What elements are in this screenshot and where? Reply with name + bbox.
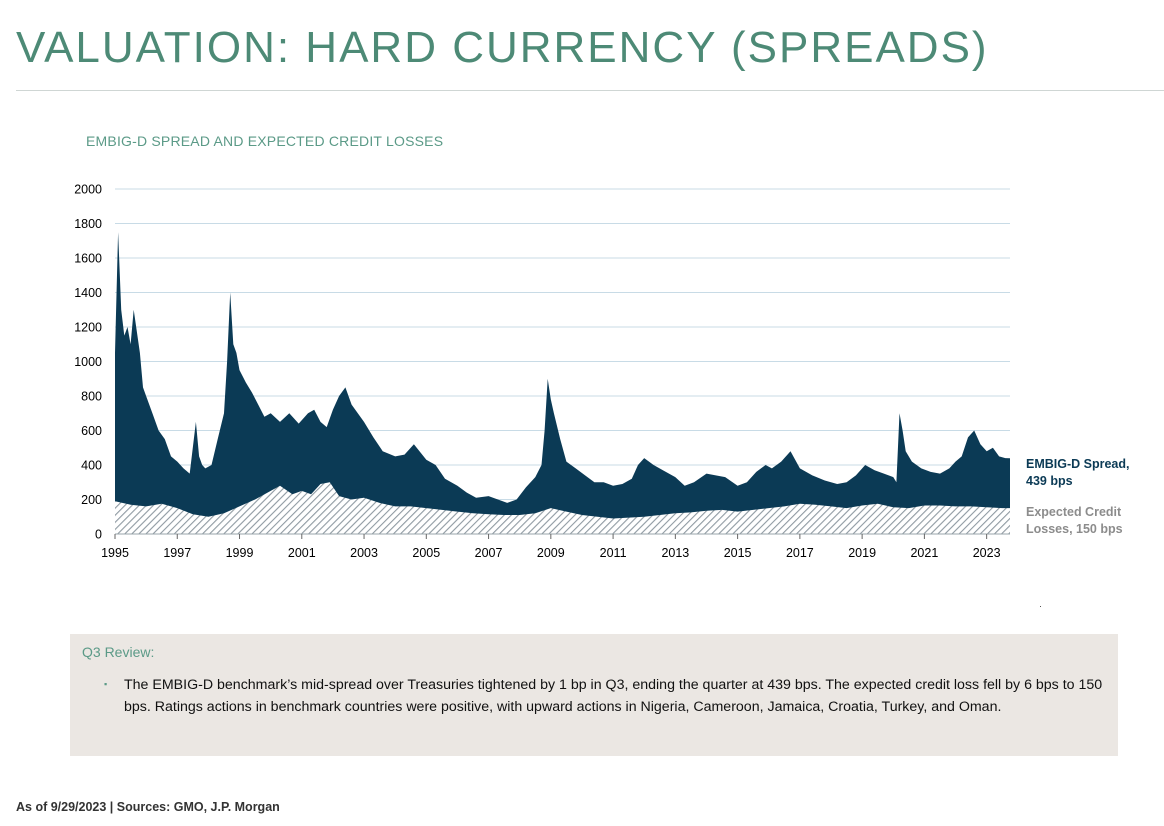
ecl-end-label: Losses, 150 bps	[1026, 522, 1123, 536]
end-labels: EMBIG-D Spread, 439 bps Expected Credit Los…	[1026, 457, 1130, 536]
y-tick-label: 2000	[74, 183, 102, 197]
review-title: Q3 Review:	[82, 644, 155, 660]
y-tick-label: 0	[95, 528, 102, 542]
y-tick-label: 1800	[74, 217, 102, 231]
x-tick-label: 2009	[537, 546, 565, 560]
x-tick-label: 1995	[101, 546, 129, 560]
x-tick-label: 2017	[786, 546, 814, 560]
x-tick-label: 2021	[910, 546, 938, 560]
series-embig-d-spread	[115, 232, 1010, 534]
ecl-end-label: Expected Credit	[1026, 505, 1122, 519]
x-tick-label: 2013	[661, 546, 689, 560]
y-tick-label: 400	[81, 459, 102, 473]
title-divider	[16, 90, 1164, 91]
page-title: VALUATION: HARD CURRENCY (SPREADS)	[16, 23, 989, 72]
y-tick-label: 800	[81, 390, 102, 404]
q3-review-panel: Q3 Review: ▪ The EMBIG-D benchmark’s mid…	[70, 634, 1118, 756]
y-axis-ticks: 0 200 400 600 800 1000 1200 1400 1600 1800 2000	[74, 183, 102, 542]
stray-mark	[1040, 606, 1041, 607]
x-tick-label: 1997	[163, 546, 191, 560]
x-tick-label: 1999	[226, 546, 254, 560]
x-tick-label: 2001	[288, 546, 316, 560]
x-tick-label: 2011	[600, 546, 627, 560]
x-tick-label: 2023	[973, 546, 1001, 560]
series-expected-credit-losses	[115, 482, 1010, 534]
y-tick-label: 1000	[74, 355, 102, 369]
y-tick-label: 1600	[74, 252, 102, 266]
spread-chart: 0 200 400 600 800 1000 1200 1400 1600 1800 2000 19…	[74, 183, 1130, 561]
source-footer: As of 9/29/2023 | Sources: GMO, J.P. Mor…	[16, 800, 280, 814]
y-tick-label: 600	[81, 424, 102, 438]
bullet-icon: ▪	[104, 679, 108, 689]
y-tick-label: 1200	[74, 321, 102, 335]
x-tick-label: 2015	[724, 546, 752, 560]
y-tick-label: 200	[81, 493, 102, 507]
chart-title: EMBIG-D SPREAD AND EXPECTED CREDIT LOSSE…	[86, 133, 444, 149]
x-tick-label: 2003	[350, 546, 378, 560]
spread-end-label: EMBIG-D Spread,	[1026, 457, 1130, 471]
spread-end-label: 439 bps	[1026, 474, 1073, 488]
x-tick-label: 2007	[475, 546, 503, 560]
x-tick-label: 2019	[848, 546, 876, 560]
x-tick-label: 2005	[412, 546, 440, 560]
y-tick-label: 1400	[74, 286, 102, 300]
x-axis-ticks: 1995 1997 1999 2001 2003 2005 2007 2009 2011 2013…	[101, 533, 1010, 560]
series-areas	[115, 232, 1010, 534]
review-text: The EMBIG-D benchmark’s mid-spread over …	[124, 677, 1103, 715]
